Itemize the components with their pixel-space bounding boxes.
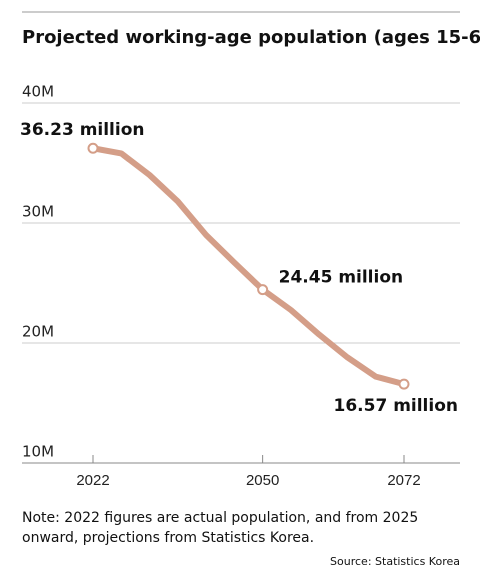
x-tick-label: 2072 bbox=[387, 472, 420, 489]
point-marker bbox=[398, 378, 410, 390]
x-tick-label: 2022 bbox=[76, 472, 109, 489]
value-label: 36.23 million bbox=[20, 120, 145, 140]
value-label: 24.45 million bbox=[279, 268, 404, 288]
value-label: 16.57 million bbox=[334, 396, 459, 416]
chart-title: Projected working-age population (ages 1… bbox=[22, 27, 480, 48]
source: Source: Statistics Korea bbox=[330, 555, 460, 568]
point-marker bbox=[87, 142, 99, 154]
note: Note: 2022 figures are actual population… bbox=[22, 510, 419, 546]
y-tick-label: 30M bbox=[22, 203, 54, 221]
x-tick-label: 2050 bbox=[246, 472, 279, 489]
line bbox=[90, 145, 407, 388]
y-tick-label: 20M bbox=[22, 323, 54, 341]
chart: Projected working-age population (ages 1… bbox=[20, 11, 480, 489]
y-tick-label: 10M bbox=[22, 443, 54, 461]
point-marker bbox=[257, 284, 269, 296]
y-tick-label: 40M bbox=[22, 83, 54, 101]
